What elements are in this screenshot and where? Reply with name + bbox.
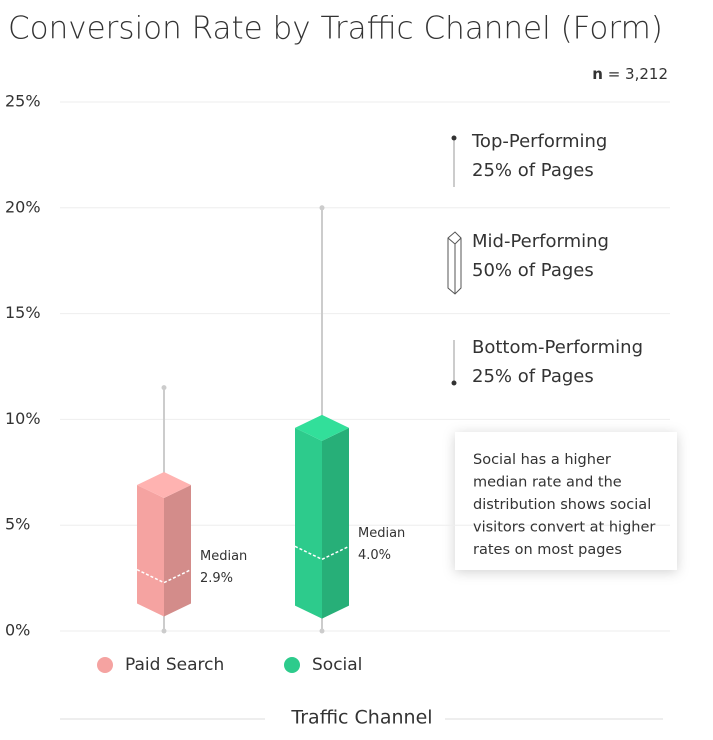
median-text: Median xyxy=(200,549,247,564)
key-icon xyxy=(451,135,457,141)
whisker-cap xyxy=(319,628,325,634)
key-label: Top-Performing xyxy=(471,131,607,152)
legend-label: Social xyxy=(312,655,362,675)
y-tick-label: 20% xyxy=(5,197,41,216)
chart-title: Conversion Rate by Traffic Channel (Form… xyxy=(8,11,663,47)
box-top-face xyxy=(137,471,191,498)
n-value: = 3,212 xyxy=(608,65,668,83)
annotation-line: rates on most pages xyxy=(473,542,622,558)
box-right-face xyxy=(322,427,349,619)
median-text: Median xyxy=(358,526,405,541)
callout-box xyxy=(455,432,677,570)
annotation-line: Social has a higher xyxy=(473,452,611,468)
box-right-face xyxy=(164,484,191,617)
y-tick-label: 25% xyxy=(5,92,41,111)
n-symbol: n xyxy=(592,65,603,83)
annotation-line: distribution shows social xyxy=(473,497,651,513)
box-left-face xyxy=(295,427,322,619)
annotation-line: visitors convert at higher xyxy=(473,520,655,536)
y-tick-label: 10% xyxy=(5,409,41,428)
key-label: Mid-Performing xyxy=(472,231,609,252)
key-label: 25% of Pages xyxy=(472,366,594,387)
y-tick-label: 0% xyxy=(5,621,30,640)
legend-swatch xyxy=(284,657,300,673)
median-label: 4.0% xyxy=(358,548,391,563)
key-icon xyxy=(454,237,462,245)
x-axis-label: Traffic Channel xyxy=(290,707,432,729)
whisker-cap xyxy=(319,205,325,211)
y-tick-label: 15% xyxy=(5,303,41,322)
y-tick-label: 5% xyxy=(5,515,30,534)
key-icon xyxy=(447,237,456,245)
median-label: 2.9% xyxy=(200,571,233,586)
legend-swatch xyxy=(97,657,113,673)
key-label: 25% of Pages xyxy=(472,160,594,181)
legend-label: Paid Search xyxy=(125,655,224,675)
box-top-face xyxy=(295,414,349,441)
key-icon xyxy=(451,380,457,386)
sample-size: n = 3,212 xyxy=(592,65,668,83)
key-label: Bottom-Performing xyxy=(472,337,643,358)
box-left-face xyxy=(137,484,164,617)
whisker-cap xyxy=(161,385,167,391)
whisker-cap xyxy=(161,628,167,634)
key-label: 50% of Pages xyxy=(472,260,594,281)
annotation-line: median rate and the xyxy=(473,475,622,491)
